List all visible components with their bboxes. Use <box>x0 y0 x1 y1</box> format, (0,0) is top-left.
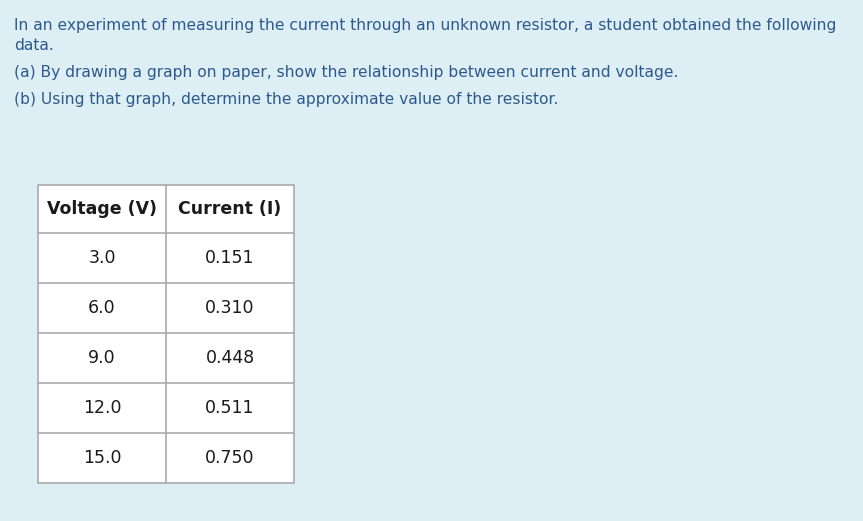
Text: 15.0: 15.0 <box>83 449 121 467</box>
Text: 9.0: 9.0 <box>88 349 116 367</box>
Text: Voltage (V): Voltage (V) <box>47 200 157 218</box>
Text: (a) By drawing a graph on paper, show the relationship between current and volta: (a) By drawing a graph on paper, show th… <box>14 65 678 80</box>
Text: 0.448: 0.448 <box>205 349 255 367</box>
Text: 0.511: 0.511 <box>205 399 255 417</box>
Text: data.: data. <box>14 38 54 53</box>
Text: (b) Using that graph, determine the approximate value of the resistor.: (b) Using that graph, determine the appr… <box>14 92 558 107</box>
Bar <box>38 185 294 483</box>
Text: 6.0: 6.0 <box>88 299 116 317</box>
Text: In an experiment of measuring the current through an unknown resistor, a student: In an experiment of measuring the curren… <box>14 18 836 33</box>
Text: 0.151: 0.151 <box>205 249 255 267</box>
Text: 12.0: 12.0 <box>83 399 121 417</box>
Text: Current (I): Current (I) <box>179 200 281 218</box>
Text: 3.0: 3.0 <box>88 249 116 267</box>
Text: 0.310: 0.310 <box>205 299 255 317</box>
Text: 0.750: 0.750 <box>205 449 255 467</box>
